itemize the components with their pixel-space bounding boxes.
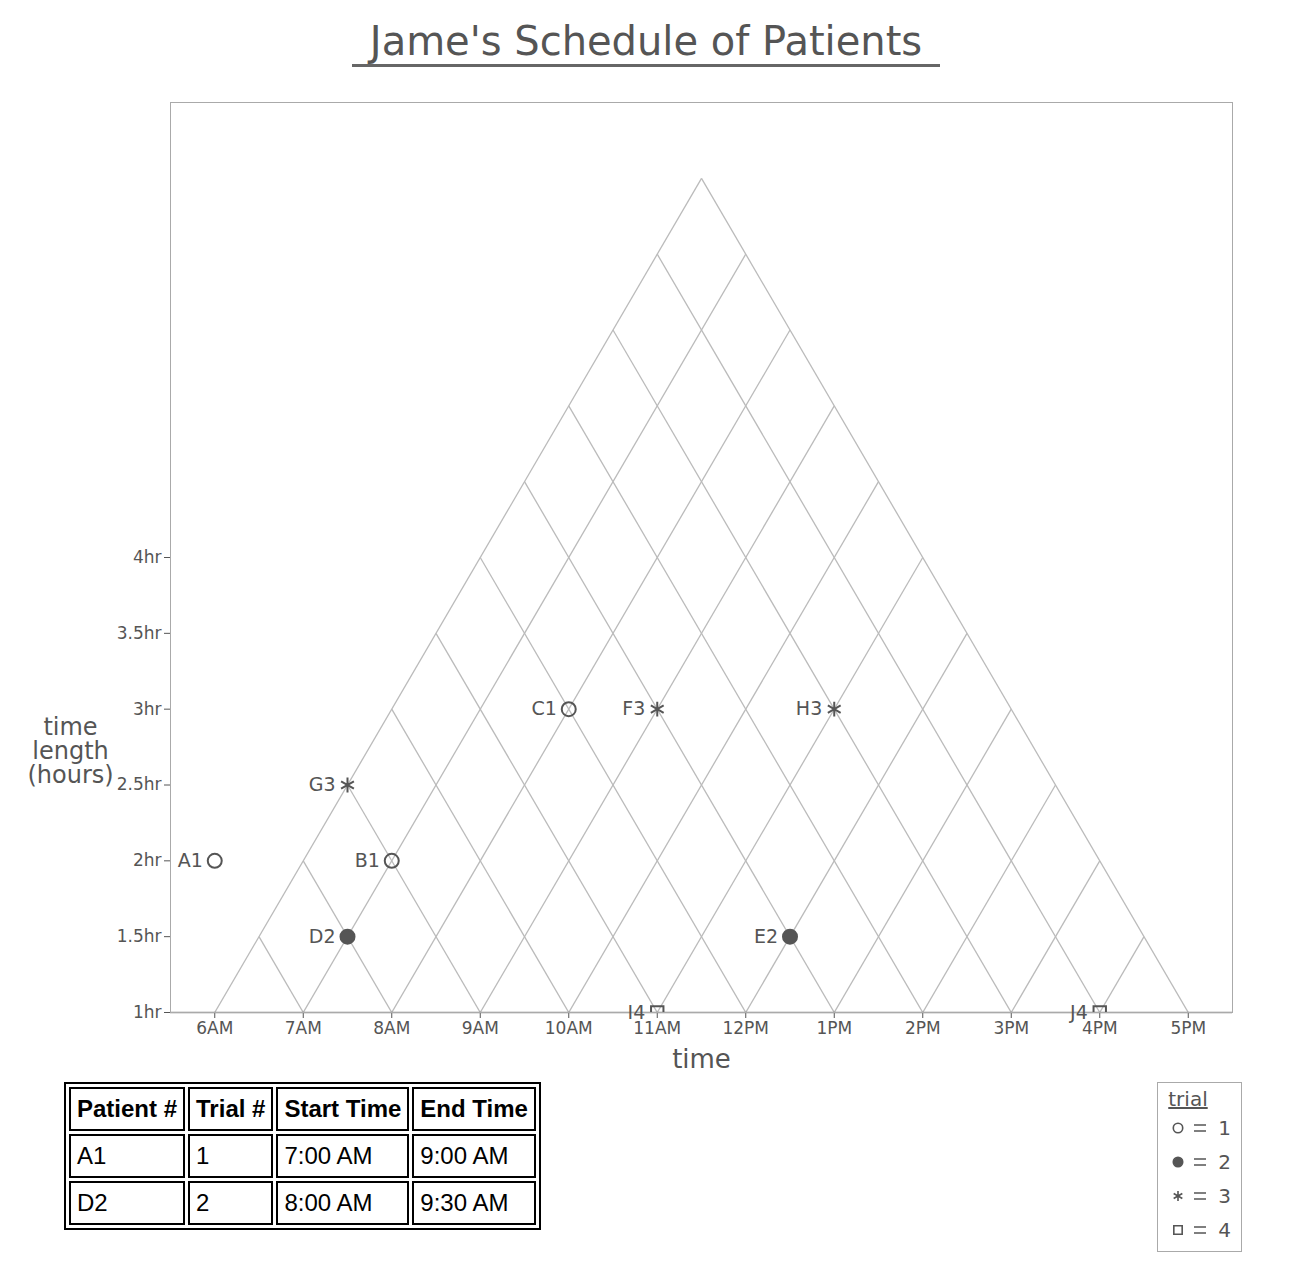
html-text:7:00 AM: 7:00 AM: [284, 1142, 373, 1169]
svg-text:10AM: 10AM: [545, 1018, 593, 1038]
svg-text:3PM: 3PM: [993, 1018, 1029, 1038]
html-text:9:30 AM: 9:30 AM: [420, 1189, 509, 1216]
html-text:9:00 AM: 9:00 AM: [420, 1142, 509, 1169]
html-text:trial: trial: [1168, 1087, 1208, 1111]
svg-text:J4: J4: [1069, 1001, 1088, 1023]
svg-text:1.5hr: 1.5hr: [117, 926, 162, 946]
svg-text:5PM: 5PM: [1170, 1018, 1206, 1038]
svg-text:I4: I4: [628, 1001, 646, 1023]
svg-text:E2: E2: [754, 925, 778, 947]
svg-text:C1: C1: [531, 697, 556, 719]
svg-text:7AM: 7AM: [285, 1018, 322, 1038]
html-text:Patient #: Patient #: [77, 1095, 177, 1122]
html-text:2: 2: [1218, 1150, 1231, 1174]
svg-text:H3: H3: [796, 697, 822, 719]
html-text:4: 4: [1218, 1218, 1231, 1242]
svg-text:4PM: 4PM: [1081, 1017, 1118, 1038]
svg-text:9AM: 9AM: [462, 1018, 499, 1038]
svg-text:2PM: 2PM: [905, 1018, 941, 1038]
svg-text:B1: B1: [355, 849, 380, 871]
svg-text:D2: D2: [309, 925, 336, 947]
svg-text:timelength(hours): timelength(hours): [27, 713, 113, 789]
html-text:1: 1: [196, 1142, 210, 1169]
svg-text:1hr: 1hr: [133, 1002, 162, 1022]
svg-text:12PM: 12PM: [722, 1018, 769, 1038]
html-text:3: 3: [1218, 1184, 1231, 1208]
html-text:D2: D2: [77, 1189, 108, 1216]
html-text:8:00 AM: 8:00 AM: [284, 1189, 373, 1216]
html-text:2: 2: [196, 1189, 210, 1216]
html-text:Start Time: Start Time: [284, 1095, 402, 1122]
svg-text:2hr: 2hr: [133, 850, 162, 870]
svg-text:2.5hr: 2.5hr: [117, 774, 162, 794]
html-text:1: 1: [1218, 1116, 1231, 1140]
svg-text:A1: A1: [178, 849, 203, 871]
svg-text:3.5hr: 3.5hr: [117, 623, 162, 643]
svg-text:3hr: 3hr: [133, 699, 162, 719]
html-text:End Time: End Time: [420, 1095, 528, 1122]
html-text:Trial #: Trial #: [196, 1095, 266, 1122]
svg-text:4hr: 4hr: [133, 547, 162, 567]
html-text:A1: A1: [77, 1142, 107, 1169]
svg-text:G3: G3: [309, 773, 336, 795]
svg-text:F3: F3: [622, 697, 645, 719]
html-text:Jame's Schedule of Patients: Jame's Schedule of Patients: [369, 18, 923, 64]
svg-text:1PM: 1PM: [816, 1018, 852, 1038]
svg-text:time: time: [672, 1044, 731, 1074]
svg-text:11AM: 11AM: [633, 1017, 682, 1038]
svg-text:8AM: 8AM: [373, 1018, 410, 1038]
svg-text:6AM: 6AM: [196, 1018, 233, 1038]
